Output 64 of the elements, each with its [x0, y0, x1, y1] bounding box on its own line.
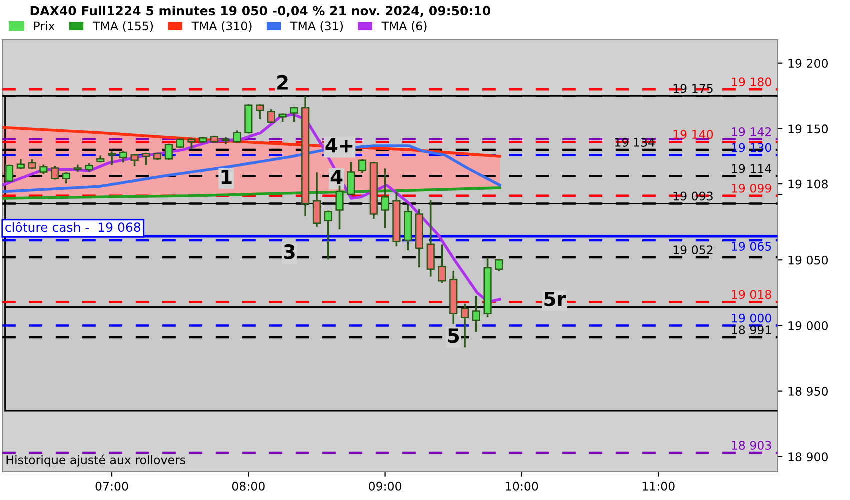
candlestick: [381, 168, 390, 228]
candlestick: [233, 130, 242, 143]
ref-line-label: 19 018: [732, 290, 772, 300]
candlestick: [472, 296, 480, 332]
candlestick: [108, 152, 116, 166]
legend-label: Prix: [34, 21, 55, 30]
candlestick: [495, 259, 504, 272]
y-tick-label: 18 900: [788, 452, 828, 462]
candlestick: [336, 186, 344, 230]
ref-line-label: 19 114: [732, 164, 772, 174]
candlestick: [119, 152, 128, 163]
y-tick-label: 18 950: [788, 387, 828, 396]
x-tick-label: 09:00: [369, 482, 402, 491]
annotation: Historique ajusté aux rollovers: [6, 454, 186, 467]
ref-line-label: 19 130: [732, 143, 772, 152]
annotation: 4: [330, 170, 343, 184]
y-tick-label: 19 050: [788, 256, 828, 265]
annotation: 5: [448, 328, 460, 344]
ref-line-label: 18 991: [732, 326, 772, 335]
candlestick: [51, 166, 60, 180]
y-tick-label: 19 150: [788, 124, 828, 134]
ref-line-label: 19 099: [732, 184, 772, 193]
legend-label: TMA (310): [192, 22, 252, 32]
chart-title: DAX40 Full1224 5 minutes 19 050 -0,04 % 21 nov. 2024, 09:50:10: [30, 6, 490, 18]
annotation: 5r: [544, 292, 566, 306]
x-tick-label: 10:00: [506, 482, 538, 491]
candlestick: [142, 152, 150, 166]
ref-line-label: 19 142: [732, 128, 772, 136]
candlestick: [324, 210, 332, 260]
x-tick-label: 11:00: [642, 482, 675, 491]
candlestick: [256, 104, 264, 120]
y-tick-label: 19 000: [788, 321, 828, 330]
ref-line-label: 19 180: [732, 78, 772, 87]
candlestick: [347, 162, 356, 196]
candlestick: [267, 110, 276, 124]
ref-line-label: 19 065: [732, 242, 772, 251]
annotation: 3: [284, 244, 295, 260]
candlestick: [290, 107, 298, 122]
ref-line-label: clôture cash - 19 068: [6, 222, 140, 232]
legend-label: TMA (31): [290, 22, 343, 32]
annotation: 4+: [326, 138, 353, 153]
line-series: [2, 186, 502, 200]
candlestick: [62, 172, 70, 184]
candlestick: [5, 164, 14, 182]
candlestick: [188, 138, 196, 150]
ref-line-label: 19 052: [674, 246, 713, 255]
candlestick: [460, 304, 470, 348]
annotation: 2: [278, 75, 288, 90]
x-tick-label: 07:00: [96, 482, 128, 491]
candlestick: [130, 154, 139, 167]
ref-line-label: 19 140: [674, 130, 714, 140]
ref-line-label: 19 000: [732, 314, 772, 323]
y-tick-label: 19 108: [788, 180, 828, 189]
legend-label: TMA (6): [382, 22, 427, 32]
legend-label: TMA (155): [93, 22, 154, 32]
y-tick-label: 19 200: [788, 59, 828, 68]
candlestick: [358, 160, 367, 174]
candlestick: [312, 172, 322, 227]
x-tick-label: 08:00: [232, 482, 265, 491]
annotation: 1: [222, 170, 232, 184]
candlestick: [222, 137, 230, 144]
ref-line-label: 18 903: [732, 441, 772, 450]
candlestick: [438, 244, 446, 284]
candlestick: [164, 144, 173, 160]
